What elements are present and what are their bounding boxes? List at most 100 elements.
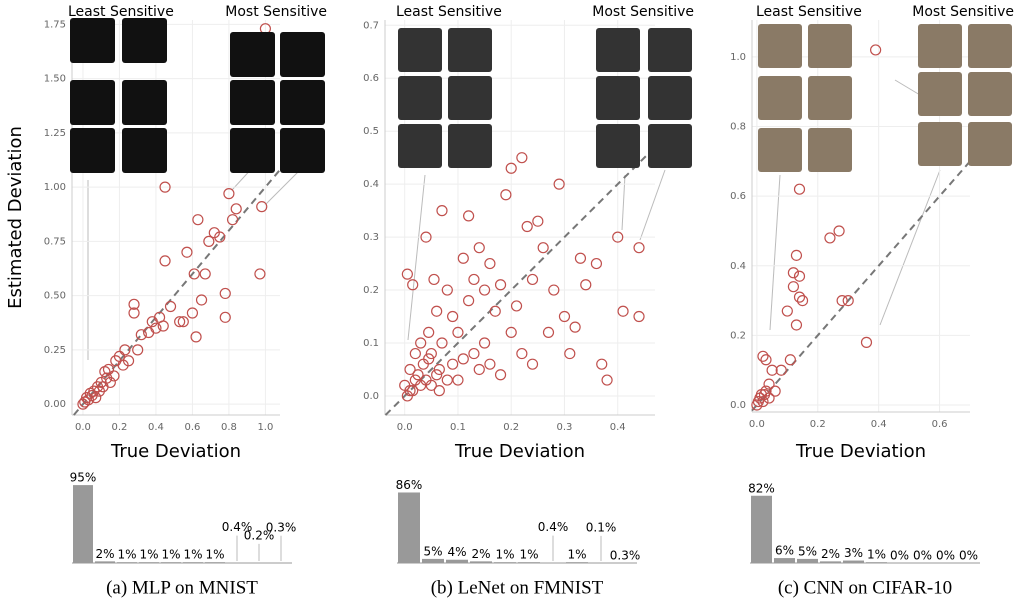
point [469, 274, 479, 284]
y-tick-label: 1.50 [44, 74, 66, 85]
point [429, 274, 439, 284]
point [458, 354, 468, 364]
x-tick-label: 0.4 [871, 419, 887, 430]
bar [774, 558, 795, 563]
bar [797, 559, 818, 563]
y-tick-label: 0.00 [44, 399, 66, 410]
x-tick-label: 0.2 [111, 422, 127, 433]
sample-image [648, 124, 692, 168]
point [408, 280, 418, 290]
point [788, 282, 798, 292]
point [528, 274, 538, 284]
y-tick-label: 1.75 [44, 19, 66, 30]
sample-image [122, 18, 167, 63]
sample-image [280, 32, 325, 77]
point [490, 306, 500, 316]
value-label: 3% [844, 546, 863, 560]
sample-image [808, 128, 852, 172]
point [231, 204, 241, 214]
x-tick-label: 0.2 [503, 422, 519, 433]
point [597, 359, 607, 369]
point [448, 312, 458, 322]
point [432, 306, 442, 316]
point [575, 253, 585, 263]
value-label: 1% [139, 548, 158, 562]
sample-image [596, 76, 640, 120]
sample-image [230, 128, 275, 173]
point [434, 386, 444, 396]
x-tick-label: 0.4 [148, 422, 164, 433]
arrow [622, 175, 625, 230]
sample-image [968, 122, 1012, 166]
value-label: 2% [821, 547, 840, 561]
point [517, 153, 527, 163]
sample-image [70, 128, 115, 173]
value-label: 1% [495, 548, 514, 562]
value-label: 0% [913, 549, 932, 563]
sample-image [448, 76, 492, 120]
point [402, 269, 412, 279]
sample-image [122, 80, 167, 125]
value-label: 0.3% [266, 520, 297, 534]
x-tick-label: 0.6 [932, 419, 948, 430]
point [538, 243, 548, 253]
point [837, 296, 847, 306]
y-tick-label: 0.2 [363, 285, 379, 296]
point [474, 243, 484, 253]
bar [398, 492, 420, 563]
sample-image [808, 76, 852, 120]
point [469, 349, 479, 359]
point [782, 306, 792, 316]
x-tick-label: 0.0 [75, 422, 91, 433]
point [100, 367, 110, 377]
y-tick-label: 0.0 [363, 391, 379, 402]
sample-image [648, 28, 692, 72]
point [144, 328, 154, 338]
bar [751, 496, 772, 563]
point [166, 301, 176, 311]
x-tick-label: 0.3 [557, 422, 573, 433]
point [496, 280, 506, 290]
point [591, 259, 601, 269]
sample-image [70, 18, 115, 63]
sample-image [398, 124, 442, 168]
sample-image [596, 124, 640, 168]
arrow [895, 80, 920, 95]
x-tick-label: 0.4 [610, 422, 626, 433]
point [200, 269, 210, 279]
point [770, 386, 780, 396]
point [501, 190, 511, 200]
y-tick-label: 1.00 [44, 182, 66, 193]
arrow [880, 170, 940, 325]
bar [73, 485, 93, 563]
point [570, 322, 580, 332]
value-label: 95% [70, 471, 97, 485]
point [767, 365, 777, 375]
y-tick-label: 0.3 [363, 232, 379, 243]
sample-image [808, 24, 852, 68]
point [512, 301, 522, 311]
y-tick-label: 0.1 [363, 338, 379, 349]
annotation: Most Sensitive [912, 4, 1014, 20]
point [861, 337, 871, 347]
point [794, 184, 804, 194]
x-tick-label: 0.8 [221, 422, 237, 433]
sample-image [448, 124, 492, 168]
value-label: 0.3% [610, 548, 641, 562]
caption: (b) LeNet on FMNIST [431, 577, 604, 598]
y-axis-label: Estimated Deviation [5, 126, 26, 309]
point [421, 375, 431, 385]
value-label: 5% [798, 544, 817, 558]
point [193, 215, 203, 225]
sample-image [70, 80, 115, 125]
point [776, 365, 786, 375]
y-tick-label: 0.4 [730, 261, 746, 272]
point [533, 216, 543, 226]
point [182, 247, 192, 257]
value-label: 6% [775, 544, 794, 558]
point [618, 306, 628, 316]
sample-image [398, 76, 442, 120]
x-tick-label: 1.0 [257, 422, 273, 433]
point [189, 269, 199, 279]
value-label: 0% [959, 549, 978, 563]
